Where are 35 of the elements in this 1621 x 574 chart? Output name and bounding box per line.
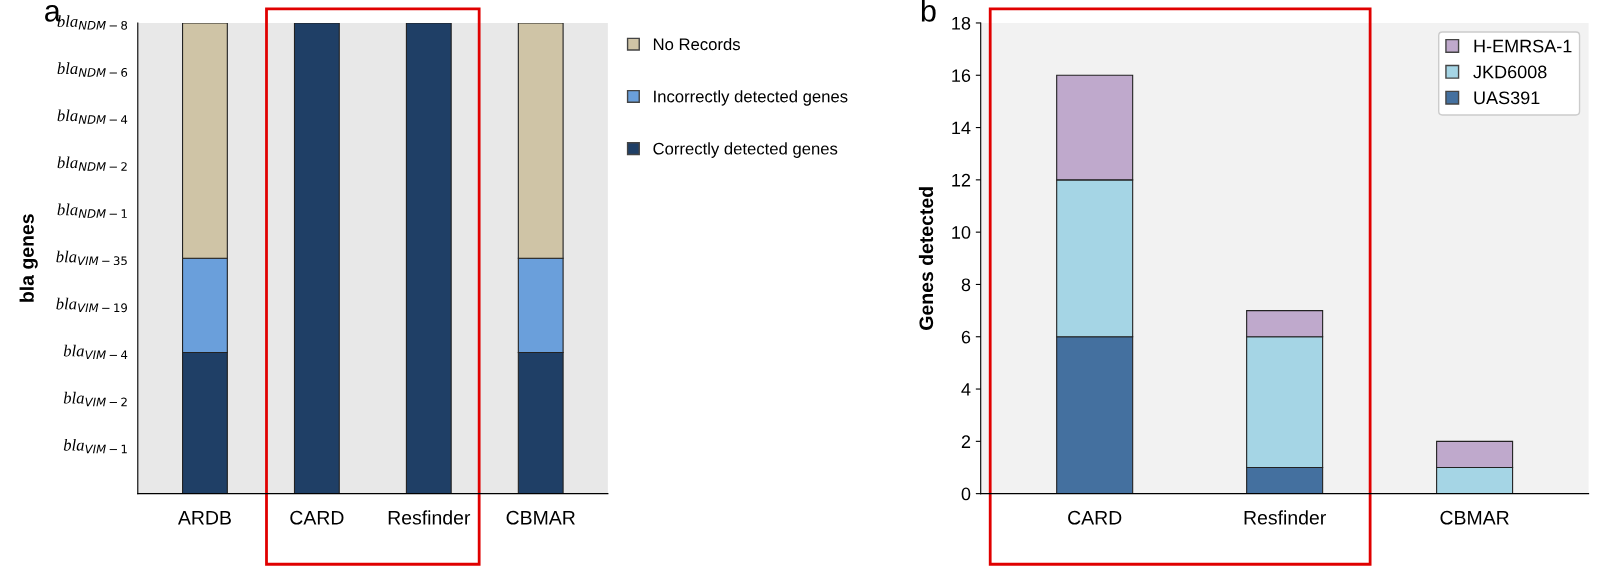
legend-label: Correctly detected genes xyxy=(653,142,838,158)
text: bla$_{NDM−4}$ xyxy=(57,109,128,124)
legend-label: UAS391 xyxy=(1474,91,1540,105)
text: b xyxy=(921,0,936,22)
y-tick-label: 4 xyxy=(961,383,971,396)
text: bla$_{VIM−1}$ xyxy=(63,438,127,454)
x-tick-label: CBMAR xyxy=(1440,510,1509,525)
y-tick-label: 10 xyxy=(952,226,971,239)
text: bla$_{VIM−4}$ xyxy=(63,344,128,360)
text: bla$_{VIM−2}$ xyxy=(63,391,127,407)
legend-label: JKD6008 xyxy=(1473,65,1547,79)
text: bla$_{VIM−35}$ xyxy=(56,250,127,266)
legend-label: No Records xyxy=(653,37,740,51)
x-tick-label: CARD xyxy=(1068,510,1122,525)
text: bla$_{VIM−19}$ xyxy=(56,297,128,313)
y-tick-label: 8 xyxy=(961,278,971,292)
y-tick-label: 14 xyxy=(952,121,971,135)
x-tick-label: CBMAR xyxy=(506,510,575,525)
y-tick-label: 0 xyxy=(961,487,971,501)
y-axis-title: Genes detected xyxy=(918,187,934,330)
text: bla$_{NDM−2}$ xyxy=(57,156,127,171)
text: bla$_{NDM−6}$ xyxy=(57,62,128,77)
y-tick-label: 18 xyxy=(952,16,971,30)
y-tick-label: 2 xyxy=(961,435,971,448)
y-axis-title: bla genes xyxy=(19,214,38,302)
text: bla$_{NDM−1}$ xyxy=(57,203,127,218)
legend-label: H-EMRSA-1 xyxy=(1474,39,1572,53)
y-tick-label: 16 xyxy=(952,69,971,82)
x-tick-label: Resfinder xyxy=(1244,510,1326,525)
x-tick-label: CARD xyxy=(290,510,344,525)
y-tick-label: 6 xyxy=(961,330,971,344)
y-tick-label: 12 xyxy=(952,173,971,187)
x-tick-label: ARDB xyxy=(177,511,231,525)
legend-label: Incorrectly detected genes xyxy=(654,90,848,106)
x-tick-label: Resfinder xyxy=(388,510,471,525)
